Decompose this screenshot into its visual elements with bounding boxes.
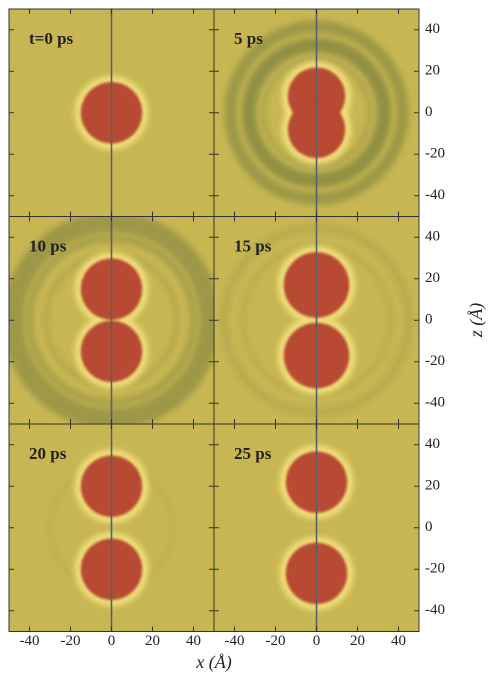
y-tick-label: -40 <box>425 602 445 618</box>
y-tick-label: 0 <box>425 312 433 328</box>
y-tick-label: -40 <box>425 187 445 203</box>
x-tick-label: 0 <box>313 633 321 649</box>
y-tick-label: 20 <box>425 270 440 286</box>
x-tick-label: 40 <box>391 633 406 649</box>
y-tick-label: -40 <box>425 395 445 411</box>
y-tick-label: 20 <box>425 63 440 79</box>
x-tick-label: -40 <box>20 633 40 649</box>
y-tick-label: -20 <box>425 561 445 577</box>
x-tick-label: -20 <box>61 633 81 649</box>
panel-title: 20 ps <box>29 444 67 463</box>
y-tick-label: 20 <box>425 478 440 494</box>
panel-title: 15 ps <box>234 236 272 255</box>
y-tick-label: -20 <box>425 146 445 162</box>
y-axis-label: z (Å) <box>466 303 487 339</box>
x-axis-label: x (Å) <box>195 652 231 673</box>
panel <box>214 9 419 217</box>
x-tick-label: -40 <box>225 633 245 649</box>
x-tick-label: 0 <box>108 633 116 649</box>
panel <box>9 424 214 632</box>
panel-title: 5 ps <box>234 29 263 48</box>
panel-title: 10 ps <box>29 236 67 255</box>
x-tick-label: 40 <box>186 633 201 649</box>
y-tick-label: 40 <box>425 21 440 37</box>
panel <box>9 9 214 217</box>
y-tick-label: 40 <box>425 229 440 245</box>
y-tick-label: -20 <box>425 353 445 369</box>
panel-title: 25 ps <box>234 444 272 463</box>
panel-title: t=0 ps <box>29 29 74 48</box>
y-tick-label: 40 <box>425 436 440 452</box>
x-tick-label: -20 <box>266 633 286 649</box>
panel <box>214 424 419 632</box>
panel <box>214 216 419 424</box>
y-tick-label: 0 <box>425 519 433 535</box>
x-tick-label: 20 <box>145 633 160 649</box>
y-tick-label: 0 <box>425 104 433 120</box>
x-tick-label: 20 <box>350 633 365 649</box>
